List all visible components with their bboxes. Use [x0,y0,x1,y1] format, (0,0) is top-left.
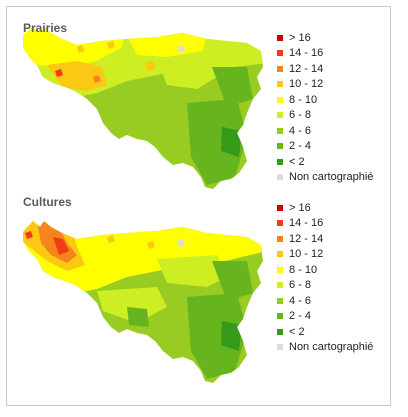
legend-swatch [277,251,283,258]
legend-item: 2 - 4 [277,139,373,155]
legend-label: 14 - 16 [289,217,324,230]
legend-swatch [277,235,283,242]
legend-swatch [277,204,283,211]
legend-label: < 2 [289,155,305,168]
legend-swatch [277,313,283,320]
legend-item: 12 - 14 [277,231,373,247]
legend-item: 4 - 6 [277,293,373,309]
legend-label: 10 - 12 [289,78,324,91]
legend-item: 6 - 8 [277,278,373,294]
legend-item: 10 - 12 [277,247,373,263]
legend-item: 8 - 10 [277,92,373,108]
legend-label: < 2 [289,325,305,338]
legend-prairies: > 16 14 - 16 12 - 14 10 - 12 8 - 10 6 - … [277,30,373,185]
legend-label: 2 - 4 [289,140,312,153]
legend-swatch [277,96,283,103]
legend-item: 12 - 14 [277,61,373,77]
legend-item: 4 - 6 [277,123,373,139]
cultures-map-fill [23,221,263,383]
legend-swatch [277,81,283,88]
cultures-west-patch [25,231,33,239]
legend-label: Non cartographié [289,341,374,354]
legend-label: 12 - 14 [289,232,324,245]
legend-label: 10 - 12 [289,248,324,261]
prairies-map-fill [23,27,263,189]
legend-label: Non cartographié [289,171,374,184]
legend-label: 14 - 16 [289,47,324,60]
legend-item: 2 - 4 [277,309,373,325]
legend-item: 10 - 12 [277,77,373,93]
figure-frame: Prairies > 16 14 - 16 12 - 14 10 - 12 8 … [6,6,391,406]
legend-swatch [277,158,283,165]
legend-swatch [277,328,283,335]
legend-item: 8 - 10 [277,262,373,278]
legend-swatch [277,174,283,181]
legend-item: < 2 [277,154,373,170]
legend-swatch [277,50,283,57]
legend-label: 4 - 6 [289,294,312,307]
legend-swatch [277,34,283,41]
legend-swatch [277,297,283,304]
legend-item: < 2 [277,324,373,340]
legend-label: > 16 [289,201,311,214]
legend-swatch [277,65,283,72]
maps-canvas [23,27,263,383]
legend-label: 6 - 8 [289,109,312,122]
legend-label: 4 - 6 [289,124,312,137]
legend-swatch [277,266,283,273]
legend-swatch [277,344,283,351]
legend-cultures: > 16 14 - 16 12 - 14 10 - 12 8 - 10 6 - … [277,200,373,355]
map-title-cultures: Cultures [23,195,72,209]
prairies-map [23,27,263,189]
legend-label: > 16 [289,31,311,44]
legend-item: Non cartographié [277,340,373,356]
legend-item: 14 - 16 [277,216,373,232]
legend-label: 8 - 10 [289,263,318,276]
legend-swatch [277,112,283,119]
legend-item: Non cartographié [277,170,373,186]
legend-item: > 16 [277,200,373,216]
legend-item: > 16 [277,30,373,46]
legend-label: 12 - 14 [289,62,324,75]
map-title-prairies: Prairies [23,21,68,35]
legend-label: 2 - 4 [289,310,312,323]
legend-label: 8 - 10 [289,93,318,106]
legend-swatch [277,282,283,289]
legend-label: 6 - 8 [289,279,312,292]
legend-swatch [277,220,283,227]
legend-item: 6 - 8 [277,108,373,124]
legend-item: 14 - 16 [277,46,373,62]
legend-swatch [277,143,283,150]
cultures-map [23,221,263,383]
legend-swatch [277,127,283,134]
